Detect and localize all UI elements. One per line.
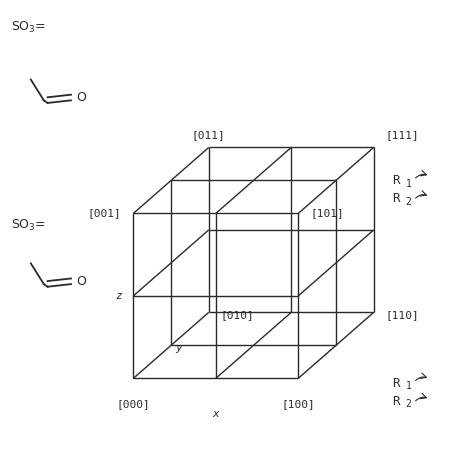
Text: 1: 1 [406,382,411,392]
Text: [000]: [000] [117,400,150,410]
Text: R: R [392,395,400,408]
Text: z: z [116,291,123,301]
Text: [110]: [110] [385,310,419,320]
Text: 2: 2 [406,197,411,207]
Text: R: R [392,192,400,205]
Text: [011]: [011] [192,130,226,140]
Text: 1: 1 [406,179,411,189]
Text: [001]: [001] [88,209,121,219]
Text: R: R [392,377,400,390]
Text: O: O [77,275,87,288]
Text: SO$_3$=: SO$_3$= [11,20,46,36]
Text: R: R [392,174,400,187]
Text: x: x [212,409,219,419]
Text: [010]: [010] [220,310,254,320]
Text: SO$_3$=: SO$_3$= [11,218,46,233]
Text: [101]: [101] [310,209,344,219]
Text: [111]: [111] [385,130,419,140]
Text: O: O [77,91,87,104]
Text: 2: 2 [406,399,411,409]
Text: y: y [175,343,182,353]
Text: [100]: [100] [282,400,315,410]
